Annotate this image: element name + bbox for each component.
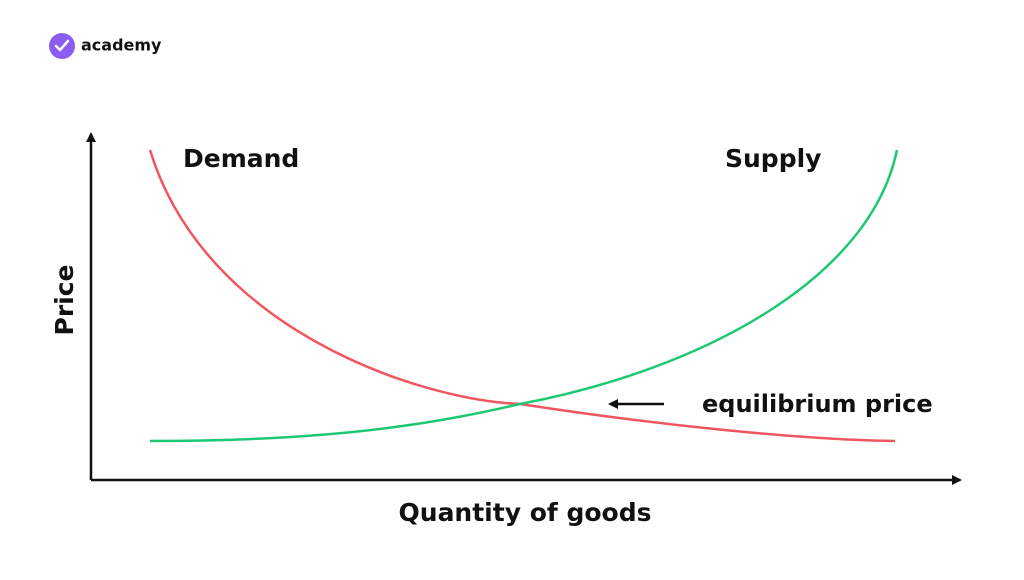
x-axis-label: Quantity of goods	[399, 498, 652, 527]
y-axis-label: Price	[50, 265, 79, 336]
demand-curve	[148, 149, 896, 443]
supply-curve	[149, 149, 899, 443]
demand-label: Demand	[183, 144, 299, 173]
supply-label: Supply	[725, 144, 821, 173]
brand-name: academy	[81, 36, 162, 55]
logo-check	[54, 39, 70, 52]
annotation-label: equilibrium price	[702, 390, 933, 418]
